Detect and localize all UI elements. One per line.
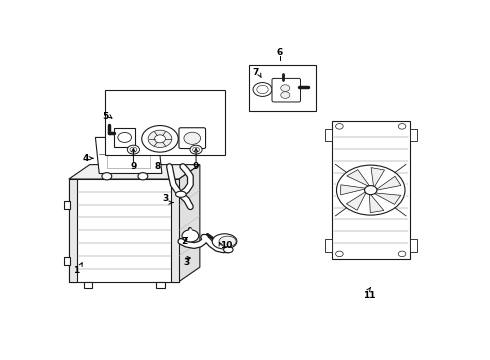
Circle shape	[154, 135, 166, 143]
Text: 7: 7	[253, 68, 259, 77]
Polygon shape	[346, 192, 366, 210]
Circle shape	[253, 82, 272, 96]
Polygon shape	[179, 165, 200, 282]
Polygon shape	[377, 176, 401, 190]
Bar	[410, 129, 416, 141]
Polygon shape	[374, 193, 401, 204]
Ellipse shape	[223, 247, 233, 253]
Text: 9: 9	[130, 162, 137, 171]
FancyBboxPatch shape	[272, 78, 300, 102]
Circle shape	[118, 115, 130, 124]
Circle shape	[102, 173, 112, 180]
Circle shape	[257, 85, 268, 94]
Circle shape	[148, 130, 172, 148]
Bar	[171, 179, 179, 282]
Polygon shape	[369, 194, 384, 213]
Circle shape	[281, 92, 290, 98]
Bar	[325, 239, 332, 252]
Ellipse shape	[219, 236, 236, 247]
Circle shape	[336, 123, 343, 129]
Bar	[64, 201, 70, 209]
Text: 9: 9	[193, 162, 199, 171]
Circle shape	[127, 145, 140, 154]
Ellipse shape	[175, 191, 186, 197]
Text: 1: 1	[74, 266, 79, 275]
Bar	[332, 121, 410, 260]
Text: 2: 2	[181, 237, 188, 246]
Circle shape	[118, 132, 131, 143]
Text: 3: 3	[163, 194, 169, 203]
Text: 5: 5	[102, 112, 108, 121]
Polygon shape	[341, 185, 365, 195]
Polygon shape	[96, 138, 162, 174]
Circle shape	[365, 186, 377, 195]
Circle shape	[193, 147, 199, 152]
Circle shape	[398, 251, 406, 257]
Bar	[115, 128, 135, 147]
Polygon shape	[347, 170, 369, 186]
Bar	[64, 257, 70, 265]
Text: 10: 10	[220, 241, 233, 250]
Circle shape	[336, 251, 343, 257]
Circle shape	[113, 112, 135, 127]
Bar	[249, 66, 316, 111]
FancyBboxPatch shape	[179, 128, 206, 149]
Circle shape	[281, 85, 290, 91]
Bar	[105, 90, 224, 156]
Bar	[111, 131, 126, 138]
Circle shape	[337, 165, 405, 215]
Circle shape	[182, 230, 199, 242]
Circle shape	[130, 147, 137, 152]
Circle shape	[184, 132, 200, 144]
Bar	[84, 282, 93, 288]
Text: 6: 6	[276, 48, 283, 57]
Circle shape	[142, 126, 178, 152]
Circle shape	[138, 173, 148, 180]
Bar	[69, 179, 77, 282]
Ellipse shape	[212, 234, 237, 249]
Polygon shape	[69, 179, 179, 282]
Bar	[156, 282, 165, 288]
Polygon shape	[69, 165, 200, 179]
Bar	[410, 239, 416, 252]
Circle shape	[190, 145, 202, 154]
Bar	[325, 129, 332, 141]
Text: 4: 4	[83, 154, 89, 163]
Text: 11: 11	[363, 291, 375, 300]
Text: 3: 3	[183, 258, 190, 267]
Polygon shape	[371, 168, 385, 186]
Text: 8: 8	[155, 162, 161, 171]
Circle shape	[398, 123, 406, 129]
Bar	[107, 152, 150, 168]
